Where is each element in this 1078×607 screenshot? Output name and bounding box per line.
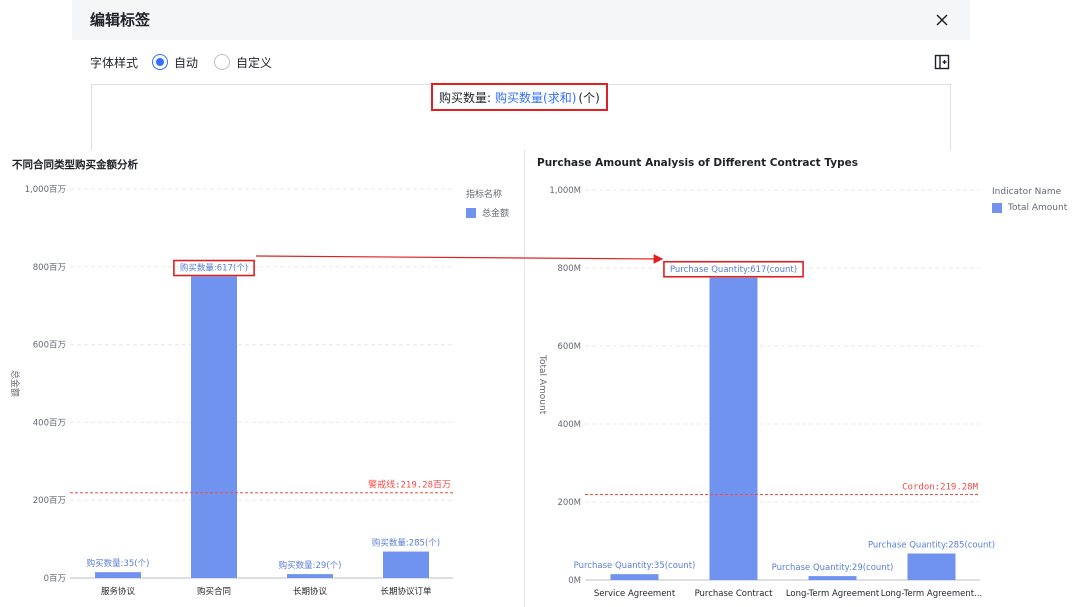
left-bar-chart: 0百万 200百万 400百万 600百万 800百万 1,000百万购买数量:35(个)…: [25, 185, 453, 597]
left-legend-label: 总金额: [482, 209, 510, 219]
editor-suffix: (个): [578, 90, 600, 105]
chart-panel-english: Purchase Amount Analysis of Different Co…: [524, 150, 1078, 607]
left-legend-item[interactable]: 总金额: [466, 206, 509, 219]
right-bar[interactable]: [907, 553, 956, 580]
left-x-tick-label: 购买合同: [197, 586, 231, 597]
right-chart-title: Purchase Amount Analysis of Different Co…: [537, 157, 859, 169]
left-bar[interactable]: [95, 572, 141, 578]
right-y-tick-label: 400M: [557, 420, 581, 430]
right-y-tick-label: 600M: [557, 342, 581, 352]
left-legend-swatch: [466, 207, 476, 218]
left-y-tick-label: 0百万: [44, 574, 66, 584]
editor-content-highlight[interactable]: 购买数量: 购买数量(求和) (个): [431, 83, 608, 111]
left-y-tick-label: 600百万: [33, 341, 66, 351]
right-data-label: Purchase Quantity:617(count): [670, 265, 797, 275]
right-y-tick-label: 0M: [568, 576, 581, 586]
left-bar[interactable]: [383, 551, 429, 578]
radio-custom-dot[interactable]: [214, 54, 231, 70]
right-x-tick-label: Service Agreement: [594, 589, 676, 599]
right-x-tick-label: Long-Term Agreement...: [881, 589, 982, 599]
font-style-label: 字体样式: [90, 55, 139, 70]
right-legend-item[interactable]: Total Amount: [992, 203, 1067, 213]
right-x-tick-label: Purchase Contract: [695, 589, 774, 599]
right-data-label: Purchase Quantity:35(count): [574, 561, 696, 571]
radio-custom[interactable]: 自定义: [214, 54, 272, 71]
right-data-label: Purchase Quantity:285(count): [868, 540, 995, 550]
left-legend-title: 指标名称: [466, 190, 503, 200]
left-x-tick-label: 长期协议: [293, 586, 328, 597]
right-bar[interactable]: [709, 277, 758, 580]
editor-field-token[interactable]: 购买数量(求和): [495, 90, 577, 105]
left-y-tick-label: 1,000百万: [25, 185, 66, 195]
left-y-tick-label: 800百万: [33, 263, 66, 273]
dialog-header: 编辑标签: [72, 0, 970, 40]
editor-prefix: 购买数量:: [439, 90, 492, 105]
left-bar[interactable]: [287, 574, 333, 578]
right-legend: Indicator Name Total Amount: [992, 187, 1067, 213]
left-y-tick-label: 200百万: [33, 496, 66, 506]
dialog-title: 编辑标签: [90, 11, 151, 29]
left-chart-title: 不同合同类型购买金额分析: [12, 159, 138, 171]
right-x-tick-label: Long-Term Agreement: [786, 589, 880, 599]
left-x-tick-label: 服务协议: [101, 586, 136, 597]
right-y-tick-label: 200M: [557, 498, 581, 508]
right-data-label: Purchase Quantity:29(count): [772, 563, 894, 573]
left-data-label: 购买数量:617(个): [180, 263, 248, 274]
right-legend-swatch: [992, 203, 1002, 213]
close-icon[interactable]: [932, 10, 952, 30]
right-y-tick-label: 1,000M: [549, 186, 581, 196]
radio-auto[interactable]: 自动: [152, 54, 198, 71]
right-legend-label: Total Amount: [1008, 203, 1068, 213]
radio-auto-label: 自动: [174, 55, 199, 70]
radio-auto-dot[interactable]: [152, 54, 169, 70]
font-style-row: 字体样式 自动 自定义: [90, 52, 288, 72]
right-warning-label: Cordon:219.28M: [902, 482, 978, 492]
left-highlight-box: [173, 259, 255, 277]
left-warning-label: 警戒线:219.28百万: [368, 479, 451, 491]
left-data-label: 购买数量:29(个): [279, 560, 342, 571]
right-legend-title: Indicator Name: [992, 187, 1062, 197]
left-data-label: 购买数量:285(个): [372, 538, 440, 549]
radio-custom-label: 自定义: [236, 55, 273, 70]
right-y-tick-label: 800M: [557, 264, 581, 274]
right-highlight-box: [663, 260, 804, 278]
right-bar[interactable]: [808, 576, 857, 580]
left-legend: 指标名称 总金额: [466, 187, 509, 219]
left-data-label: 购买数量:35(个): [87, 558, 150, 569]
chart-panel-chinese: 不同合同类型购买金额分析 指标名称 总金额 总金额 0百万 200百万 400百万 6…: [0, 150, 520, 607]
right-bar[interactable]: [610, 574, 659, 580]
right-bar-chart: 0M 200M 400M 600M 800M 1,000M Purchase Quantit…: [549, 186, 995, 599]
left-bar[interactable]: [191, 276, 237, 578]
left-y-tick-label: 400百万: [33, 418, 66, 428]
layout-panel-icon[interactable]: [934, 54, 950, 70]
left-x-tick-label: 长期协议订单: [380, 586, 432, 597]
